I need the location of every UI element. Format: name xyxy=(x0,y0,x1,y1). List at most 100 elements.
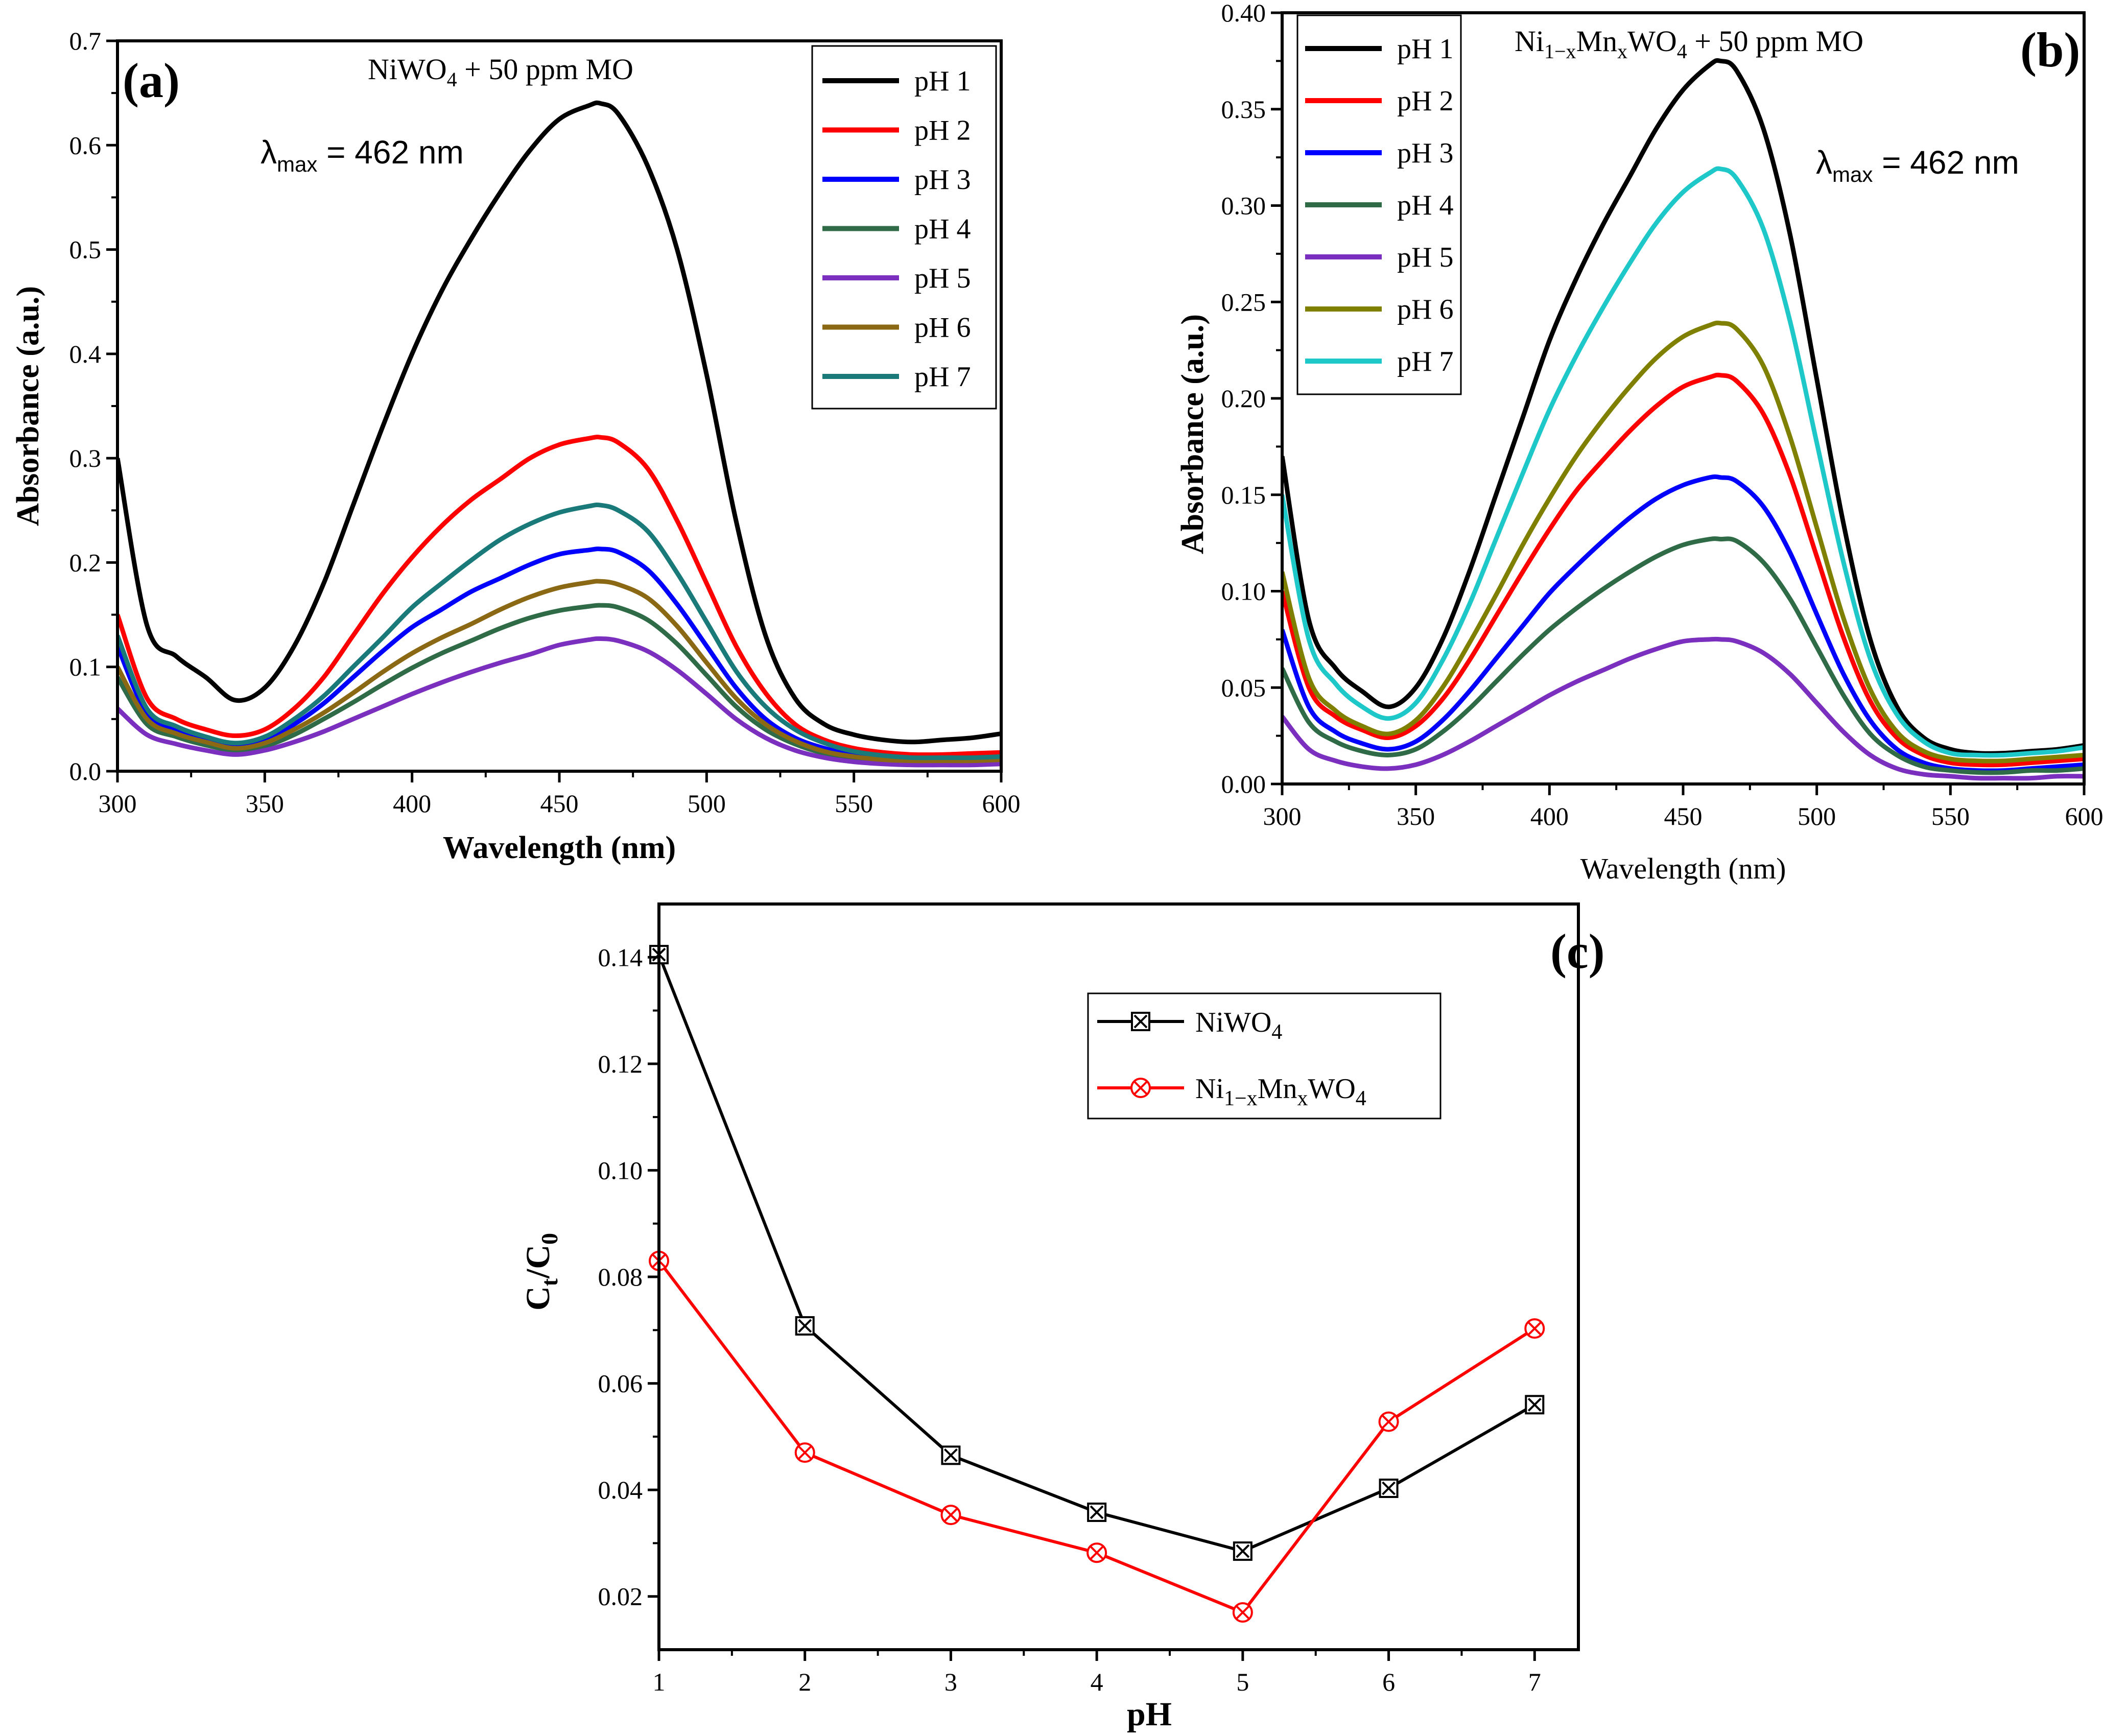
c-y-tick-label: 0.12 xyxy=(598,1050,643,1078)
b-legend-label: pH 7 xyxy=(1397,346,1453,377)
c-data-point xyxy=(1086,1542,1107,1563)
a-x-ticks: 300 350 400 450 500 550 600 xyxy=(99,771,1021,818)
a-legend-label: pH 4 xyxy=(914,213,971,245)
c-x-tick-label: 1 xyxy=(653,1668,666,1696)
a-legend-label: pH 2 xyxy=(914,115,971,147)
a-legend-label: pH 7 xyxy=(914,361,971,393)
b-series-line-2 xyxy=(1282,474,2084,773)
a-legend-label: pH 5 xyxy=(914,263,971,294)
a-series-line-6 xyxy=(117,502,1001,760)
c-y-tick-label: 0.14 xyxy=(598,943,643,971)
a-x-tick-label: 450 xyxy=(540,789,579,818)
b-y-tick-label: 0.25 xyxy=(1221,288,1266,316)
b-y-tick-label: 0.30 xyxy=(1221,192,1266,220)
c-y-tick-label: 0.08 xyxy=(598,1263,643,1291)
b-x-tick-label: 300 xyxy=(1263,802,1302,830)
c-data-point xyxy=(794,1442,815,1463)
c-x-tick-label: 6 xyxy=(1382,1668,1395,1696)
c-x-tick-label: 4 xyxy=(1091,1668,1103,1696)
a-y-tick-label: 0.4 xyxy=(69,340,102,368)
b-series-line-0 xyxy=(1282,58,2084,756)
c-x-ticks: 1 2 3 4 5 6 7 xyxy=(653,1650,1541,1696)
b-y-tick-label: 0.15 xyxy=(1221,481,1266,509)
panel-b: 300 350 400 450 500 550 600 0.00 0.05 0.10 0.15 0.… xyxy=(1175,0,2103,885)
b-x-tick-label: 600 xyxy=(2065,802,2103,830)
b-x-ticks: 300 350 400 450 500 550 600 xyxy=(1263,784,2103,830)
b-lambda-annotation: λmax = 462 nm xyxy=(1816,144,2019,186)
a-lambda-annotation: λmax = 462 nm xyxy=(261,134,464,176)
a-x-tick-label: 350 xyxy=(246,789,284,818)
c-data-point xyxy=(1233,1541,1253,1561)
c-data-point xyxy=(940,1505,961,1526)
c-x-tick-label: 7 xyxy=(1528,1668,1541,1696)
a-panel-label: (a) xyxy=(123,53,180,108)
c-legend-label: Ni1−xMnxWO4 xyxy=(1195,1073,1366,1110)
c-y-tick-label: 0.06 xyxy=(598,1369,643,1398)
b-y-tick-label: 0.35 xyxy=(1221,95,1266,124)
a-y-tick-label: 0.6 xyxy=(69,131,102,159)
panel-c: 1 2 3 4 5 6 7 0.02 0.04 0.06 0.08 0.10 0.12 0.14 (c)… xyxy=(519,902,1605,1733)
b-legend-label: pH 4 xyxy=(1397,189,1453,221)
a-y-axis-title: Absorbance (a.u.) xyxy=(11,286,45,526)
c-x-tick-label: 3 xyxy=(944,1668,957,1696)
c-x-tick-label: 5 xyxy=(1236,1668,1249,1696)
b-title: Ni1−xMnxWO4 + 50 ppm MO xyxy=(1515,25,1863,63)
c-legend-label: NiWO4 xyxy=(1195,1007,1282,1044)
c-legend-marker xyxy=(1130,1078,1151,1098)
b-x-tick-label: 450 xyxy=(1664,802,1703,830)
c-data-point xyxy=(1379,1479,1399,1499)
b-y-tick-label: 0.40 xyxy=(1221,0,1266,27)
a-series-line-5 xyxy=(117,579,1001,764)
c-data-point xyxy=(1525,1395,1545,1415)
a-legend-label: pH 1 xyxy=(914,65,971,97)
a-x-tick-label: 400 xyxy=(393,789,431,818)
b-x-tick-label: 500 xyxy=(1798,802,1836,830)
a-x-tick-label: 550 xyxy=(835,789,873,818)
b-x-tick-label: 550 xyxy=(1931,802,1970,830)
c-legend-marker xyxy=(1131,1012,1150,1031)
a-x-tick-label: 600 xyxy=(982,789,1021,818)
a-series-line-2 xyxy=(117,546,1001,762)
b-series-line-3 xyxy=(1282,536,2084,775)
b-plot-area xyxy=(1282,58,2084,781)
c-x-tick-label: 2 xyxy=(798,1668,811,1696)
b-legend: pH 1 pH 2 pH 3 pH 4 pH 5 pH 6 pH 7 xyxy=(1296,14,1462,395)
b-legend-label: pH 6 xyxy=(1397,294,1453,325)
b-legend-label: pH 3 xyxy=(1397,137,1453,169)
panel-a: 300 350 400 450 500 550 600 0.0 0.1 0.2 0.3 0.4 0.5… xyxy=(11,27,1021,865)
b-y-tick-label: 0.05 xyxy=(1221,673,1266,702)
b-y-axis-title: Absorbance (a.u.) xyxy=(1175,314,1210,554)
a-title: NiWO4 + 50 ppm MO xyxy=(368,53,633,91)
c-legend: NiWO4 Ni1−xMnxWO4 xyxy=(1087,992,1442,1120)
a-y-tick-label: 0.1 xyxy=(69,653,102,681)
b-x-axis-title: Wavelength (nm) xyxy=(1580,852,1786,885)
a-y-ticks: 0.0 0.1 0.2 0.3 0.4 0.5 0.6 0.7 xyxy=(69,27,117,786)
b-legend-label: pH 2 xyxy=(1397,85,1453,117)
c-data-point xyxy=(941,1445,961,1465)
a-y-tick-label: 0.2 xyxy=(69,548,102,577)
a-y-tick-label: 0.5 xyxy=(69,235,102,264)
b-series-line-5 xyxy=(1282,320,2084,764)
a-y-tick-label: 0.7 xyxy=(69,27,102,55)
c-data-point xyxy=(1524,1318,1545,1339)
b-series-line-4 xyxy=(1282,636,2084,781)
a-y-tick-label: 0.3 xyxy=(69,444,102,472)
b-y-tick-label: 0.20 xyxy=(1221,384,1266,413)
b-legend-label: pH 5 xyxy=(1397,242,1453,273)
c-data-point xyxy=(1378,1411,1399,1432)
a-y-tick-label: 0.0 xyxy=(69,757,102,786)
b-y-tick-label: 0.10 xyxy=(1221,577,1266,606)
b-series-line-6 xyxy=(1282,166,2084,758)
a-series-line-1 xyxy=(117,435,1001,757)
b-x-tick-label: 400 xyxy=(1530,802,1569,830)
c-y-axis-title: Ct/C0 xyxy=(519,1233,562,1311)
c-data-point xyxy=(1232,1602,1253,1623)
a-series-line-4 xyxy=(117,636,1001,768)
b-panel-label: (b) xyxy=(2020,22,2080,77)
a-x-axis-title: Wavelength (nm) xyxy=(443,830,676,865)
a-x-tick-label: 300 xyxy=(99,789,137,818)
b-x-tick-label: 350 xyxy=(1397,802,1435,830)
a-legend-label: pH 6 xyxy=(914,312,971,344)
b-y-tick-label: 0.00 xyxy=(1221,770,1266,798)
